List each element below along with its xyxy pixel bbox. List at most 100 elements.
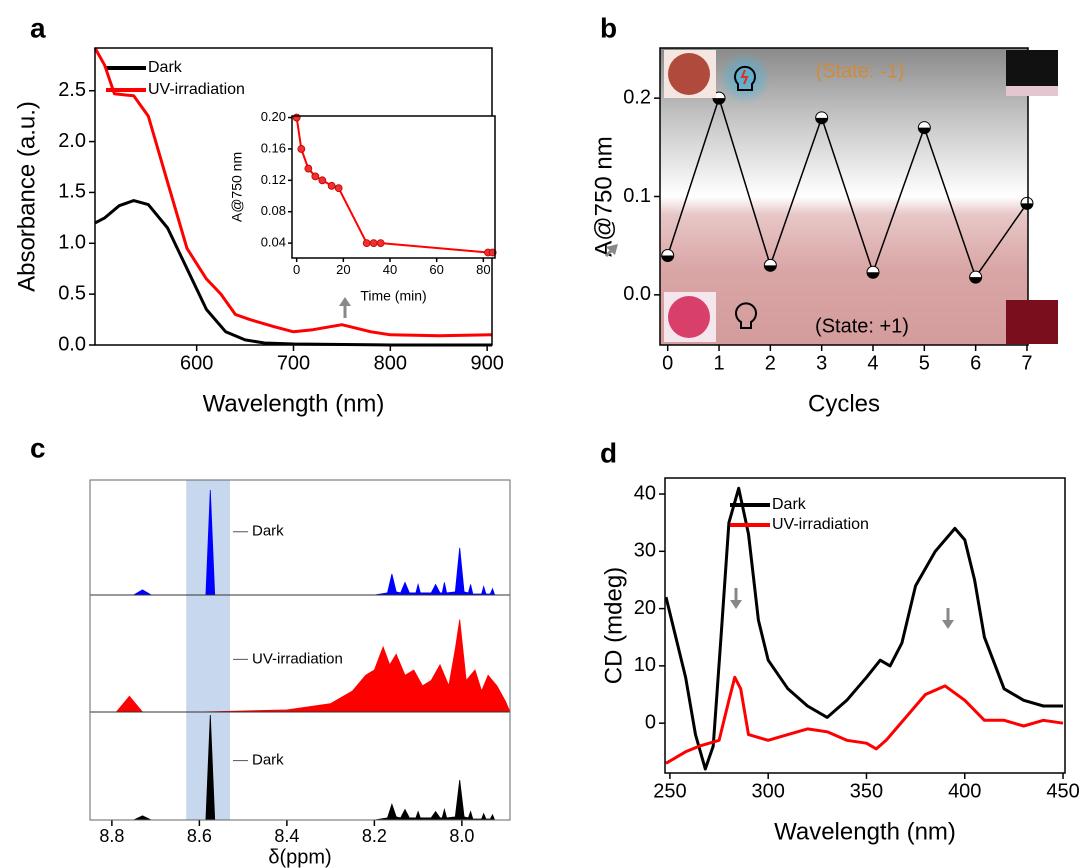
x-tick-label: 3 [816, 352, 827, 374]
photos [664, 50, 1058, 344]
photo [668, 53, 710, 95]
plot-frame [89, 479, 511, 821]
legend-label: UV-irradiation [772, 516, 869, 533]
bulb [735, 302, 757, 329]
y-axis-label: CD (mdeg) [600, 567, 627, 684]
bolt [740, 69, 749, 85]
spectrum [90, 489, 510, 596]
y-tick-label: 2.0 [58, 130, 86, 152]
x-tick-label: 8.2 [362, 826, 387, 846]
photo [668, 296, 710, 338]
y-tick-label: 0.0 [623, 283, 651, 305]
y-tick-label: 0.2 [623, 86, 651, 108]
x-tick-label: 450 [1046, 780, 1079, 802]
series-line [666, 97, 1028, 278]
plot-frame [291, 115, 496, 259]
panel-label: b [600, 12, 617, 43]
point-half [661, 255, 674, 262]
series-label: Dark [252, 752, 284, 769]
plot-frame [664, 477, 1066, 774]
point [369, 239, 378, 247]
y-tick-label: 1.0 [58, 232, 86, 254]
panel-label: d [600, 437, 617, 468]
point-half [918, 127, 931, 134]
x-tick-label: 0 [293, 262, 300, 277]
spectrum [90, 714, 510, 821]
legend-label: UV-irradiation [148, 81, 245, 98]
y-tick-label: 0.12 [261, 172, 286, 187]
spectrum [90, 619, 511, 713]
photo [1006, 86, 1058, 96]
x-axis-label: δ(ppm) [268, 846, 331, 868]
x-tick-label: 250 [653, 780, 686, 802]
x-tick-label: 600 [180, 352, 213, 374]
y-tick-label: 2.5 [58, 79, 86, 101]
x-tick-label: 350 [850, 780, 883, 802]
series-line [665, 675, 1064, 765]
x-tick-label: 5 [919, 352, 930, 374]
y-tick-label: 0 [645, 711, 656, 733]
x-axis-label: Wavelength (nm) [774, 818, 956, 845]
y-tick-label: 20 [634, 597, 656, 619]
y-tick-label: 1.5 [58, 181, 86, 203]
point [376, 239, 385, 247]
y-tick-label: 0.04 [261, 235, 286, 250]
arrow-head [606, 244, 618, 255]
legend-label: Dark [148, 59, 183, 76]
x-tick-label: 1 [713, 352, 724, 374]
y-tick-label: 0.16 [261, 140, 286, 155]
point-half [866, 272, 879, 279]
x-tick-label: 4 [867, 352, 878, 374]
point [304, 164, 313, 173]
x-tick-label: 8.4 [274, 826, 299, 846]
x-tick-label: 20 [336, 262, 350, 277]
y-axis-label: Absorbance (a.u.) [13, 101, 40, 292]
series-label: Dark [252, 523, 284, 540]
annotation: (State: -1) [816, 60, 905, 82]
y-tick-label: 0.0 [58, 333, 86, 355]
y-axis-label: A@750 nm [229, 152, 245, 222]
point [292, 113, 301, 122]
x-tick-label: 900 [470, 352, 503, 374]
point-half [969, 277, 982, 284]
y-tick-label: 40 [634, 482, 656, 504]
x-axis-label: Wavelength (nm) [203, 390, 385, 417]
x-tick-label: 2 [765, 352, 776, 374]
x-tick-label: 80 [476, 262, 490, 277]
x-tick-label: 40 [383, 262, 397, 277]
photo [1006, 300, 1058, 344]
y-tick-label: 0.5 [58, 282, 86, 304]
x-tick-label: 7 [1021, 352, 1032, 374]
x-tick-label: 700 [277, 352, 310, 374]
point [362, 239, 371, 247]
annotation: (State: +1) [815, 315, 909, 337]
y-tick-label: 0.1 [623, 185, 651, 207]
x-tick-label: 400 [948, 780, 981, 802]
point-half [1020, 203, 1033, 210]
x-tick-label: 8.0 [449, 826, 474, 846]
x-tick-label: 8.6 [187, 826, 212, 846]
y-tick-label: 10 [634, 654, 656, 676]
point [311, 172, 320, 181]
point [297, 145, 306, 153]
bulb [734, 65, 756, 91]
point-half [713, 98, 726, 105]
panel-label: c [30, 432, 46, 463]
point-half [764, 265, 777, 272]
series-line [664, 486, 1063, 771]
y-tick-label: 0.20 [261, 109, 286, 124]
x-tick-label: 6 [970, 352, 981, 374]
decorations [339, 244, 954, 629]
point-half [815, 117, 828, 124]
x-axis-label: Cycles [808, 390, 880, 417]
point [318, 176, 327, 185]
x-tick-label: 8.8 [99, 826, 124, 846]
y-axis-label: A@750 nm [590, 136, 617, 256]
series-line [94, 199, 492, 347]
inset-background [292, 116, 495, 258]
series-line [93, 47, 493, 338]
arrow-head [730, 600, 742, 609]
